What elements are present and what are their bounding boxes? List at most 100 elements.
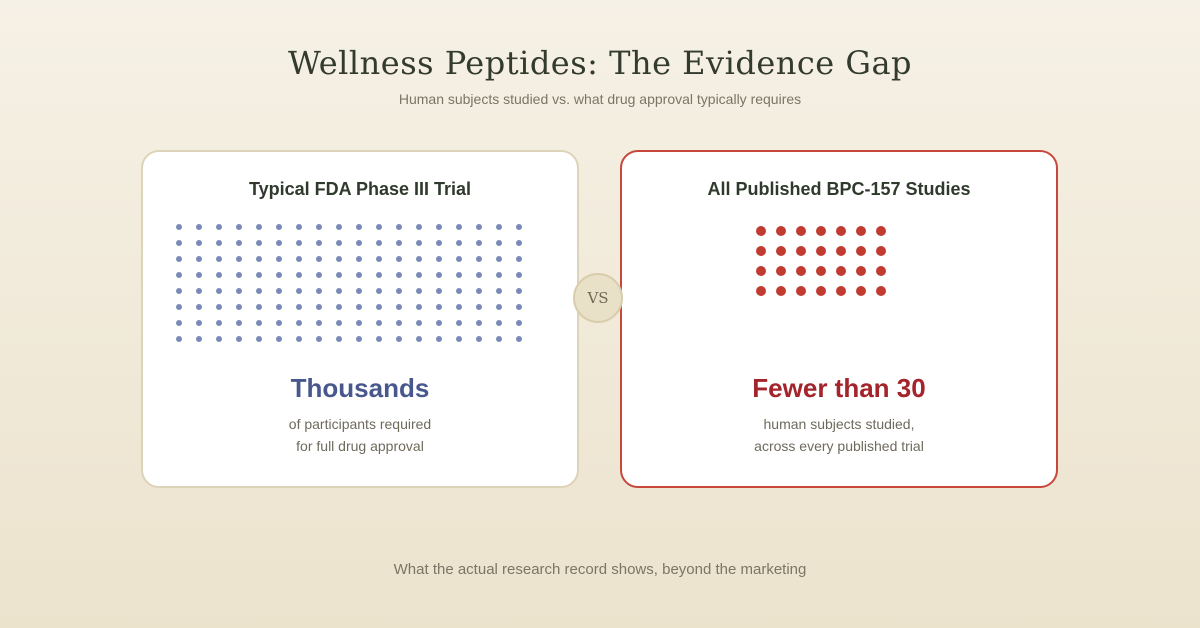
vs-label: VS bbox=[587, 289, 609, 307]
participant-dot bbox=[516, 240, 522, 246]
participant-dot bbox=[216, 224, 222, 230]
participant-dot bbox=[476, 256, 482, 262]
subject-dot bbox=[816, 286, 826, 296]
participant-dot bbox=[376, 224, 382, 230]
subject-dot bbox=[776, 246, 786, 256]
subject-dot bbox=[816, 246, 826, 256]
participant-dot bbox=[336, 304, 342, 310]
participant-dot bbox=[236, 288, 242, 294]
participant-dot bbox=[316, 288, 322, 294]
participant-dot bbox=[516, 224, 522, 230]
bpc157-studies-stat: Fewer than 30 bbox=[752, 373, 926, 403]
participant-dot bbox=[336, 256, 342, 262]
subject-dot bbox=[756, 246, 766, 256]
participant-dot bbox=[376, 320, 382, 326]
participant-dot bbox=[496, 304, 502, 310]
participant-dot bbox=[296, 304, 302, 310]
participant-dot bbox=[456, 224, 462, 230]
subject-dot bbox=[836, 246, 846, 256]
participant-dot bbox=[256, 224, 262, 230]
participant-dot bbox=[256, 288, 262, 294]
participant-dot bbox=[496, 240, 502, 246]
participant-dot bbox=[216, 336, 222, 342]
subject-dot bbox=[756, 286, 766, 296]
participant-dot bbox=[396, 288, 402, 294]
participant-dot bbox=[496, 288, 502, 294]
participant-dot bbox=[236, 272, 242, 278]
participant-dot bbox=[496, 336, 502, 342]
participant-dot bbox=[196, 256, 202, 262]
subject-dot bbox=[796, 266, 806, 276]
participant-dot bbox=[436, 304, 442, 310]
subject-dot bbox=[816, 226, 826, 236]
fda-trial-caption-line-1: of participants required bbox=[288, 416, 432, 432]
participant-dot bbox=[396, 272, 402, 278]
subject-dot bbox=[876, 286, 886, 296]
participant-dot bbox=[176, 320, 182, 326]
subject-dot bbox=[796, 286, 806, 296]
participant-dot bbox=[436, 256, 442, 262]
participant-dot bbox=[176, 336, 182, 342]
participant-dot bbox=[276, 272, 282, 278]
participant-dot bbox=[476, 224, 482, 230]
participant-dot bbox=[256, 240, 262, 246]
participant-dot bbox=[456, 272, 462, 278]
footer-note: What the actual research record shows, b… bbox=[393, 561, 807, 578]
participant-dot bbox=[416, 224, 422, 230]
participant-dot bbox=[296, 288, 302, 294]
participant-dot bbox=[396, 336, 402, 342]
participant-dot bbox=[516, 336, 522, 342]
participant-dot bbox=[176, 272, 182, 278]
participant-dot bbox=[176, 240, 182, 246]
subject-dot bbox=[876, 246, 886, 256]
participant-dot bbox=[216, 240, 222, 246]
subject-dot bbox=[836, 286, 846, 296]
fda-trial-card: Typical FDA Phase III Trial Thousands of… bbox=[141, 150, 579, 488]
participant-dot bbox=[436, 320, 442, 326]
participant-dot bbox=[516, 272, 522, 278]
participant-dot bbox=[476, 336, 482, 342]
participant-dot bbox=[176, 288, 182, 294]
participant-dot bbox=[476, 304, 482, 310]
participant-dot bbox=[356, 336, 362, 342]
participant-dot bbox=[296, 320, 302, 326]
participant-dot bbox=[376, 240, 382, 246]
subject-dot bbox=[796, 226, 806, 236]
participant-dot bbox=[456, 256, 462, 262]
participant-dot bbox=[436, 336, 442, 342]
participant-dot bbox=[376, 288, 382, 294]
participant-dot bbox=[296, 256, 302, 262]
subject-dot bbox=[856, 286, 866, 296]
participant-dot bbox=[376, 304, 382, 310]
participant-dot bbox=[236, 224, 242, 230]
bpc157-studies-caption-line-1: human subjects studied, bbox=[763, 416, 915, 432]
participant-dot bbox=[356, 240, 362, 246]
participant-dot bbox=[336, 320, 342, 326]
subject-dot bbox=[876, 266, 886, 276]
participant-dot bbox=[316, 320, 322, 326]
participant-dot bbox=[356, 256, 362, 262]
participant-dot bbox=[256, 320, 262, 326]
participant-dot bbox=[216, 272, 222, 278]
participant-dot bbox=[296, 240, 302, 246]
participant-dot bbox=[376, 336, 382, 342]
subject-dot bbox=[756, 266, 766, 276]
participant-dot bbox=[316, 272, 322, 278]
participant-dot bbox=[356, 272, 362, 278]
subject-dot bbox=[776, 286, 786, 296]
participant-dot bbox=[216, 256, 222, 262]
page-title: Wellness Peptides: The Evidence Gap bbox=[287, 44, 913, 82]
participant-dot bbox=[236, 320, 242, 326]
participant-dot bbox=[256, 272, 262, 278]
bpc157-studies-caption-line-2: across every published trial bbox=[754, 438, 924, 454]
subject-dot bbox=[836, 266, 846, 276]
participant-dot bbox=[236, 240, 242, 246]
participant-dot bbox=[396, 256, 402, 262]
participant-dot bbox=[456, 288, 462, 294]
participant-dot bbox=[436, 224, 442, 230]
participant-dot bbox=[256, 304, 262, 310]
participant-dot bbox=[316, 224, 322, 230]
subject-dot bbox=[836, 226, 846, 236]
participant-dot bbox=[456, 240, 462, 246]
participant-dot bbox=[496, 256, 502, 262]
